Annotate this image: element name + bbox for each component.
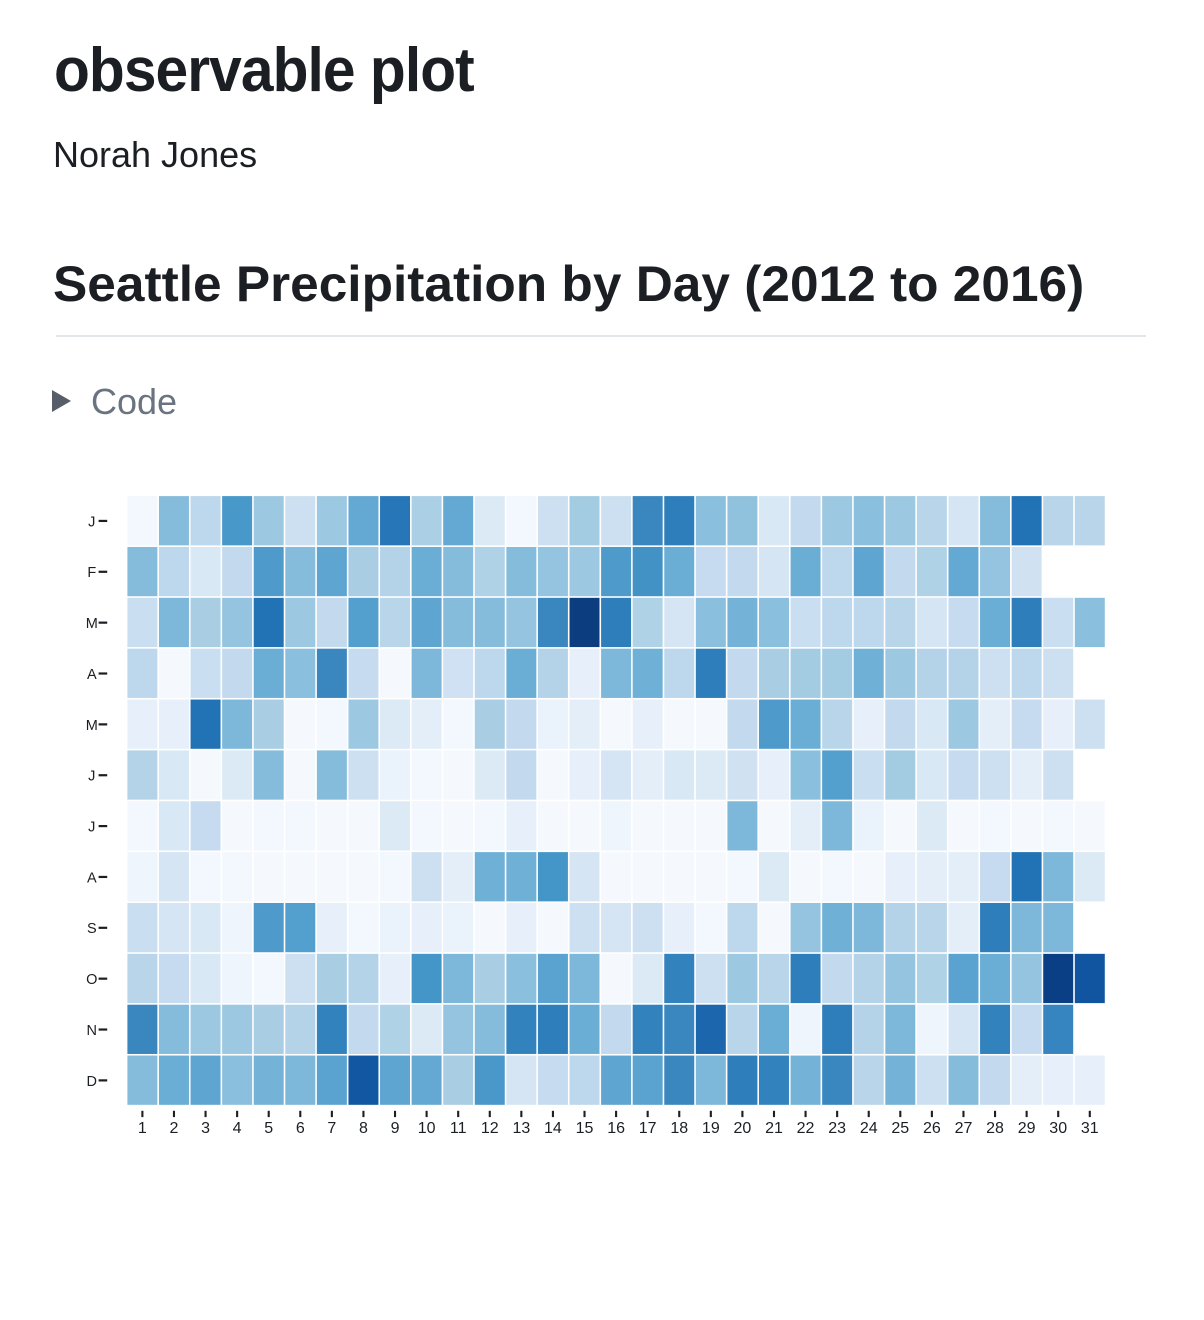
svg-text:J: J [88, 769, 95, 785]
svg-text:31: 31 [1081, 1120, 1099, 1137]
svg-text:J: J [88, 819, 95, 835]
svg-text:20: 20 [734, 1120, 752, 1137]
svg-text:N: N [87, 1023, 97, 1039]
svg-text:S: S [87, 921, 97, 937]
svg-text:24: 24 [860, 1120, 878, 1137]
svg-text:D: D [87, 1074, 97, 1090]
svg-text:29: 29 [1018, 1120, 1036, 1137]
svg-text:16: 16 [607, 1120, 625, 1137]
svg-text:1: 1 [138, 1120, 147, 1137]
svg-text:28: 28 [986, 1120, 1004, 1137]
svg-text:F: F [87, 565, 96, 581]
svg-text:19: 19 [702, 1120, 720, 1137]
svg-text:21: 21 [765, 1120, 783, 1137]
svg-text:18: 18 [670, 1120, 688, 1137]
svg-text:O: O [86, 972, 97, 988]
svg-text:3: 3 [201, 1120, 210, 1137]
svg-text:15: 15 [576, 1120, 594, 1137]
svg-text:2: 2 [170, 1120, 179, 1137]
svg-text:12: 12 [481, 1120, 499, 1137]
svg-text:27: 27 [955, 1120, 973, 1137]
svg-text:22: 22 [797, 1120, 815, 1137]
svg-text:25: 25 [891, 1120, 909, 1137]
svg-text:10: 10 [418, 1120, 436, 1137]
svg-text:17: 17 [639, 1120, 657, 1137]
svg-text:A: A [87, 870, 97, 886]
svg-text:11: 11 [450, 1120, 467, 1137]
svg-text:M: M [86, 718, 98, 734]
svg-text:4: 4 [233, 1120, 242, 1137]
svg-text:5: 5 [264, 1120, 273, 1137]
svg-text:8: 8 [359, 1120, 368, 1137]
svg-text:J: J [88, 514, 95, 530]
svg-text:23: 23 [828, 1120, 846, 1137]
svg-text:6: 6 [296, 1120, 305, 1137]
svg-text:13: 13 [512, 1120, 530, 1137]
svg-text:9: 9 [391, 1120, 400, 1137]
svg-text:26: 26 [923, 1120, 941, 1137]
svg-text:7: 7 [327, 1120, 336, 1137]
svg-text:A: A [87, 667, 97, 683]
svg-text:14: 14 [544, 1120, 562, 1137]
svg-text:M: M [86, 616, 98, 632]
svg-text:30: 30 [1049, 1120, 1067, 1137]
